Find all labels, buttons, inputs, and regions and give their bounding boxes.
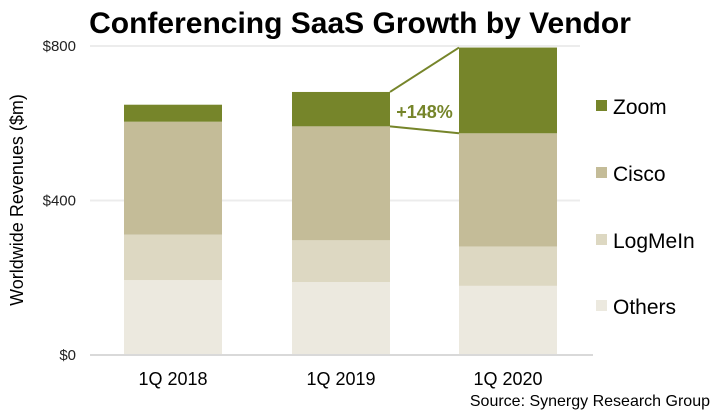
bar-segment-others	[459, 285, 557, 355]
bar-segment-others	[292, 281, 390, 355]
bar-segment-logmein	[459, 246, 557, 286]
y-axis-label: Worldwide Revenues ($m)	[7, 94, 27, 306]
legend-label: Others	[613, 296, 676, 319]
legend: Zoom Cisco LogMeIn Others	[596, 96, 695, 319]
bar-segment-zoom	[292, 91, 390, 127]
legend-label: LogMeIn	[613, 230, 695, 253]
bar-segment-others	[124, 280, 222, 355]
source-note: Source: Synergy Research Group	[470, 393, 710, 410]
bar-segment-cisco	[124, 121, 222, 235]
bar-segment-zoom	[459, 47, 557, 134]
bars	[124, 47, 557, 355]
x-axis-categories: 1Q 2018 1Q 2019 1Q 2020	[138, 369, 542, 389]
bar-segment-logmein	[292, 240, 390, 282]
legend-swatch	[596, 167, 607, 178]
x-category-label: 1Q 2018	[138, 369, 207, 389]
bar-segment-zoom	[124, 104, 222, 122]
legend-swatch	[596, 300, 607, 311]
growth-annotation: +148%	[389, 46, 460, 135]
legend-item-others: Others	[596, 296, 676, 319]
y-axis-ticks: $0 $400 $800	[43, 38, 76, 364]
bar-segment-logmein	[124, 234, 222, 281]
y-tick-label: $800	[43, 38, 76, 55]
bar-segment-cisco	[459, 133, 557, 247]
growth-annotation-label: +148%	[396, 102, 453, 122]
legend-swatch	[596, 234, 607, 245]
legend-item-zoom: Zoom	[596, 96, 667, 119]
y-tick-label: $400	[43, 193, 76, 210]
legend-item-logmein: LogMeIn	[596, 230, 695, 253]
legend-item-cisco: Cisco	[596, 163, 666, 186]
connector-line-bottom	[389, 125, 460, 135]
y-tick-label: $0	[59, 347, 76, 364]
legend-label: Cisco	[613, 163, 666, 186]
legend-label: Zoom	[613, 96, 667, 119]
x-category-label: 1Q 2019	[306, 369, 375, 389]
bar-segment-cisco	[292, 126, 390, 241]
legend-swatch	[596, 100, 607, 111]
x-category-label: 1Q 2020	[473, 369, 542, 389]
connector-line-top	[389, 46, 460, 93]
chart-title: Conferencing SaaS Growth by Vendor	[89, 7, 631, 40]
